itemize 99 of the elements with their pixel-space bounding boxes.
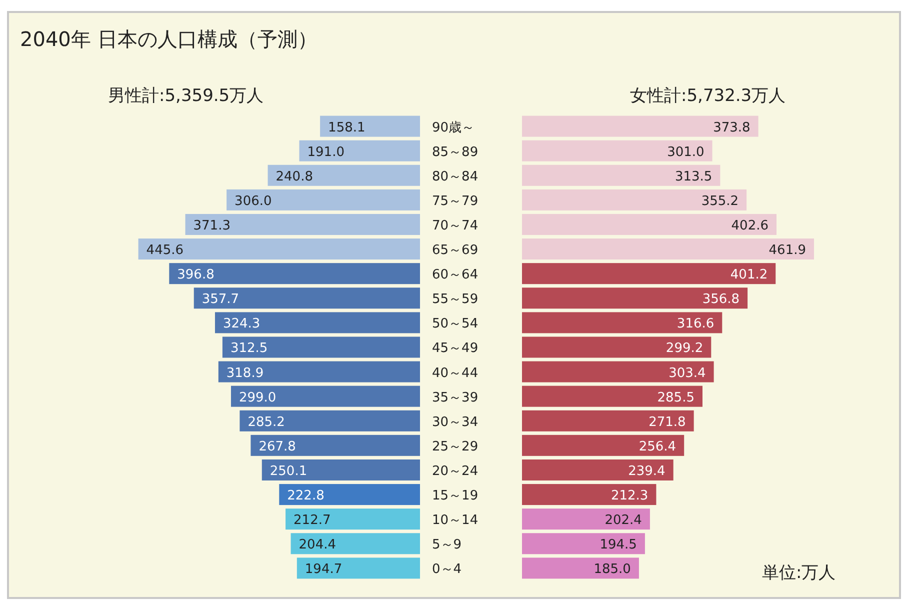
- y-tick-label: 85～89: [432, 144, 478, 160]
- y-tick-label: 30～34: [432, 414, 478, 430]
- bar: [522, 410, 694, 432]
- bar: [522, 238, 814, 260]
- data-label: 212.7: [294, 513, 331, 528]
- bar: [169, 263, 420, 284]
- bar: [286, 508, 420, 530]
- bar: [522, 140, 712, 162]
- data-label: 222.8: [287, 488, 324, 504]
- data-label: 250.1: [270, 464, 308, 479]
- y-tick-label: 0～4: [432, 562, 462, 578]
- y-tick-label: 20～24: [432, 464, 478, 479]
- bar: [522, 434, 684, 456]
- data-label: 357.7: [202, 292, 240, 308]
- bar: [522, 459, 674, 480]
- bar: [250, 434, 420, 456]
- y-tick-label: 50～54: [432, 316, 478, 332]
- bar: [522, 214, 777, 235]
- data-label: 301.0: [667, 144, 704, 160]
- y-tick-label: 45～49: [432, 341, 478, 356]
- data-label: 318.9: [226, 366, 264, 381]
- chart-subtitle: 女性計:5,732.3万人: [630, 86, 786, 106]
- data-label: 402.6: [731, 218, 769, 234]
- y-tick-label: 90歳～: [432, 120, 475, 136]
- bar: [268, 164, 420, 186]
- data-label: 373.8: [713, 120, 750, 136]
- bar: [185, 214, 420, 235]
- data-label: 371.3: [193, 218, 230, 234]
- bar: [194, 288, 420, 309]
- data-label: 306.0: [234, 194, 272, 209]
- data-label: 299.0: [238, 390, 276, 406]
- bar: [299, 140, 420, 162]
- bar: [522, 288, 748, 309]
- data-label: 158.1: [328, 120, 366, 136]
- data-label: 401.2: [730, 268, 768, 283]
- annotation: 単位:万人: [762, 563, 836, 583]
- bar: [522, 116, 758, 137]
- data-label: 356.8: [702, 292, 740, 308]
- bar: [262, 459, 420, 480]
- data-label: 324.3: [222, 316, 260, 332]
- bar: [296, 558, 420, 579]
- bar: [240, 410, 420, 432]
- y-tick-label: 10～14: [432, 513, 478, 528]
- y-tick-label: 40～44: [432, 366, 478, 381]
- bar: [279, 484, 420, 506]
- chart-title: 2040年 日本の人口構成（予測）: [20, 27, 318, 51]
- data-label: 191.0: [307, 144, 344, 160]
- data-label: 312.5: [230, 341, 268, 356]
- data-label: 285.5: [657, 390, 694, 406]
- bar: [522, 558, 639, 579]
- bar: [522, 164, 720, 186]
- y-tick-label: 65～69: [432, 243, 478, 258]
- bar: [522, 386, 702, 407]
- data-label: 461.9: [768, 243, 806, 258]
- y-tick-label: 60～64: [432, 268, 478, 283]
- data-label: 316.6: [676, 316, 714, 332]
- data-label: 202.4: [604, 513, 642, 528]
- bar: [290, 533, 420, 554]
- y-tick-label: 25～29: [432, 439, 478, 454]
- data-label: 185.0: [594, 562, 631, 578]
- data-label: 267.8: [258, 439, 296, 454]
- data-label: 445.6: [146, 243, 184, 258]
- bar: [522, 484, 656, 506]
- y-tick-label: 80～84: [432, 169, 478, 184]
- bar: [214, 312, 420, 334]
- data-label: 303.4: [668, 366, 706, 381]
- data-label: 271.8: [648, 414, 686, 430]
- bar: [320, 116, 420, 137]
- bar: [218, 361, 420, 382]
- y-tick-label: 75～79: [432, 194, 478, 209]
- bar: [522, 533, 645, 554]
- y-tick-label: 55～59: [432, 292, 478, 308]
- y-tick-label: 70～74: [432, 218, 478, 234]
- data-label: 313.5: [674, 169, 712, 184]
- bar: [230, 386, 420, 407]
- y-tick-label: 35～39: [432, 390, 478, 406]
- bar: [222, 336, 420, 358]
- data-label: 194.7: [304, 562, 342, 578]
- chart-subtitle: 男性計:5,359.5万人: [108, 86, 264, 106]
- data-label: 299.2: [666, 341, 704, 356]
- data-label: 212.3: [610, 488, 648, 504]
- data-label: 239.4: [628, 464, 666, 479]
- data-label: 194.5: [600, 538, 637, 553]
- bar: [522, 189, 747, 210]
- bar: [138, 238, 420, 260]
- bar: [522, 312, 722, 334]
- bar: [522, 263, 776, 284]
- bar: [522, 336, 712, 358]
- bar: [522, 508, 650, 530]
- data-label: 256.4: [638, 439, 676, 454]
- y-tick-label: 5～9: [432, 538, 462, 553]
- data-label: 240.8: [276, 169, 313, 184]
- bar: [226, 189, 420, 210]
- bar: [522, 361, 714, 382]
- data-label: 204.4: [298, 538, 336, 553]
- y-tick-label: 15～19: [432, 488, 478, 504]
- data-label: 396.8: [177, 268, 214, 283]
- data-label: 355.2: [701, 194, 739, 209]
- data-label: 285.2: [248, 414, 285, 430]
